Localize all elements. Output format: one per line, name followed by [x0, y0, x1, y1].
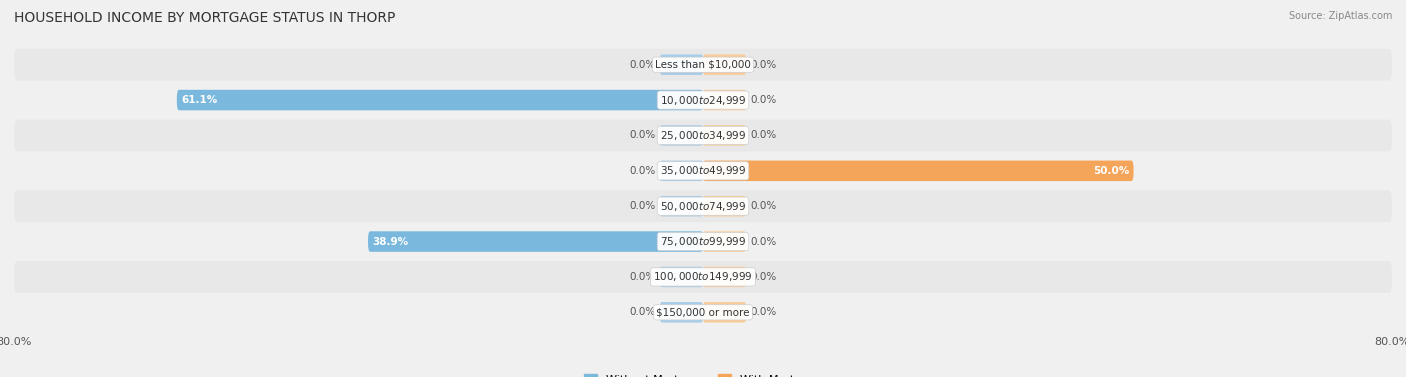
FancyBboxPatch shape [14, 49, 1392, 81]
Text: $75,000 to $99,999: $75,000 to $99,999 [659, 235, 747, 248]
FancyBboxPatch shape [368, 231, 703, 252]
Text: 0.0%: 0.0% [751, 201, 776, 211]
FancyBboxPatch shape [703, 302, 747, 323]
Text: 61.1%: 61.1% [181, 95, 218, 105]
FancyBboxPatch shape [659, 267, 703, 287]
Text: 0.0%: 0.0% [630, 166, 655, 176]
FancyBboxPatch shape [703, 161, 1133, 181]
FancyBboxPatch shape [14, 84, 1392, 116]
FancyBboxPatch shape [14, 155, 1392, 187]
FancyBboxPatch shape [14, 226, 1392, 257]
FancyBboxPatch shape [703, 90, 747, 110]
Text: 0.0%: 0.0% [751, 272, 776, 282]
FancyBboxPatch shape [703, 231, 747, 252]
Text: 0.0%: 0.0% [630, 130, 655, 141]
FancyBboxPatch shape [703, 267, 747, 287]
Text: 0.0%: 0.0% [751, 307, 776, 317]
FancyBboxPatch shape [659, 125, 703, 146]
Text: 0.0%: 0.0% [751, 130, 776, 141]
Text: HOUSEHOLD INCOME BY MORTGAGE STATUS IN THORP: HOUSEHOLD INCOME BY MORTGAGE STATUS IN T… [14, 11, 395, 25]
FancyBboxPatch shape [659, 196, 703, 216]
Text: 0.0%: 0.0% [751, 236, 776, 247]
FancyBboxPatch shape [14, 296, 1392, 328]
Text: 0.0%: 0.0% [751, 60, 776, 70]
Text: 0.0%: 0.0% [751, 95, 776, 105]
Text: 0.0%: 0.0% [630, 307, 655, 317]
Text: 0.0%: 0.0% [630, 201, 655, 211]
FancyBboxPatch shape [659, 161, 703, 181]
FancyBboxPatch shape [14, 190, 1392, 222]
Text: 0.0%: 0.0% [630, 60, 655, 70]
Text: 50.0%: 50.0% [1092, 166, 1129, 176]
FancyBboxPatch shape [14, 261, 1392, 293]
FancyBboxPatch shape [659, 302, 703, 323]
Text: Less than $10,000: Less than $10,000 [655, 60, 751, 70]
FancyBboxPatch shape [703, 125, 747, 146]
Text: 38.9%: 38.9% [373, 236, 408, 247]
FancyBboxPatch shape [14, 120, 1392, 151]
Text: Source: ZipAtlas.com: Source: ZipAtlas.com [1288, 11, 1392, 21]
Text: $100,000 to $149,999: $100,000 to $149,999 [654, 270, 752, 284]
Text: $10,000 to $24,999: $10,000 to $24,999 [659, 93, 747, 107]
Text: $25,000 to $34,999: $25,000 to $34,999 [659, 129, 747, 142]
FancyBboxPatch shape [177, 90, 703, 110]
Text: $150,000 or more: $150,000 or more [657, 307, 749, 317]
Text: $35,000 to $49,999: $35,000 to $49,999 [659, 164, 747, 177]
Text: $50,000 to $74,999: $50,000 to $74,999 [659, 200, 747, 213]
FancyBboxPatch shape [703, 54, 747, 75]
Text: 0.0%: 0.0% [630, 272, 655, 282]
FancyBboxPatch shape [659, 54, 703, 75]
FancyBboxPatch shape [703, 196, 747, 216]
Legend: Without Mortgage, With Mortgage: Without Mortgage, With Mortgage [579, 370, 827, 377]
